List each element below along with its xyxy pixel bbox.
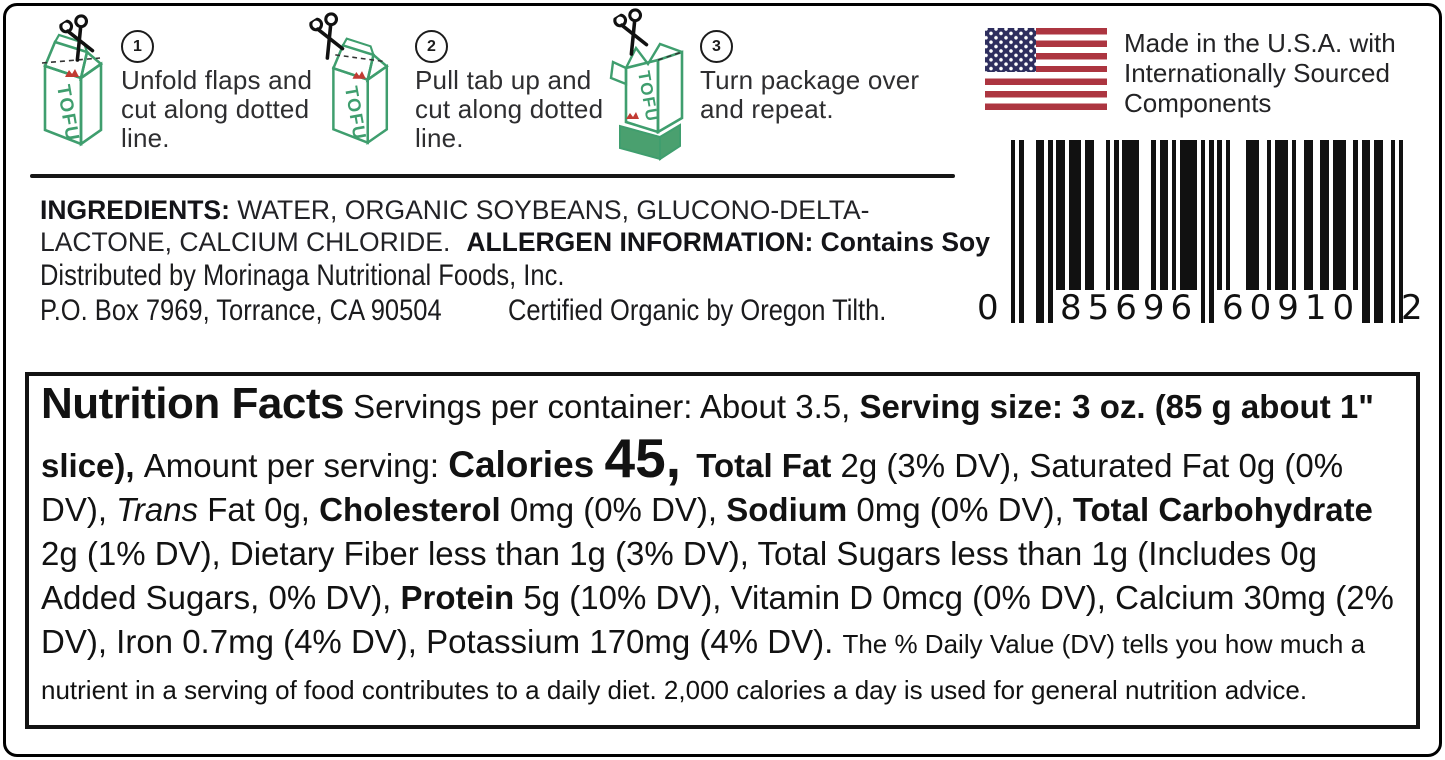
- tofu-carton-open-icon: TOFU: [609, 42, 684, 161]
- trans-fat-label: Trans: [116, 491, 199, 528]
- calories-label: Calories: [448, 444, 605, 485]
- step-text: Pull tab up and cut along dotted line.: [415, 65, 604, 153]
- tofu-carton-icon: TOFU: [331, 37, 389, 146]
- total-fat-label: Total Fat: [696, 447, 832, 484]
- scissors-icon: [309, 12, 345, 60]
- upc-barcode: 0 85696 60910 2: [975, 140, 1427, 335]
- calories-value: 45,: [604, 427, 697, 489]
- allergen-value: Contains Soy: [813, 227, 990, 257]
- step-number-badge: 3: [700, 30, 733, 63]
- servings-per-container: Servings per container: About 3.5,: [343, 388, 860, 425]
- barcode-digit-group: 85696: [1060, 288, 1199, 328]
- nutrition-title: Nutrition Facts: [41, 379, 344, 428]
- section-divider: [30, 174, 955, 178]
- nutrition-facts-panel: Nutrition Facts Servings per container: …: [25, 372, 1420, 729]
- nutrition-facts-text: Nutrition Facts Servings per container: …: [29, 376, 1416, 712]
- trans-fat-values: Fat 0g,: [198, 491, 320, 528]
- protein-label: Protein: [400, 579, 515, 616]
- step-number-badge: 2: [415, 30, 448, 63]
- cholesterol-label: Cholesterol: [319, 491, 501, 528]
- tofu-carton-icon: TOFU: [41, 33, 104, 147]
- total-fat-values: 2g (3% DV), Saturated Fat 0g (0% DV),: [41, 447, 1344, 528]
- barcode-bars: [1011, 140, 1404, 325]
- allergen-label: ALLERGEN INFORMATION:: [466, 227, 814, 257]
- distributor-line2: P.O. Box 7969, Torrance, CA 90504 Certifi…: [40, 293, 886, 328]
- sodium-label: Sodium: [726, 491, 848, 528]
- serving-size: Serving size: 3 oz. (85 g about 1" slice…: [41, 388, 1374, 484]
- ingredients-paragraph: INGREDIENTS: WATER, ORGANIC SOYBEANS, GL…: [40, 194, 990, 258]
- scissors-icon: [613, 8, 649, 56]
- step-text: Unfold flaps and cut along dotted line.: [121, 65, 313, 153]
- protein-values: 5g (10% DV), Vitamin D 0mcg (0% DV), Cal…: [41, 579, 1394, 660]
- scissors-icon: [59, 14, 95, 62]
- distributor-block: Distributed by Morinaga Nutritional Food…: [40, 258, 1036, 328]
- distributor-address: P.O. Box 7969, Torrance, CA 90504: [40, 294, 442, 327]
- ingredients-label: INGREDIENTS:: [40, 195, 230, 225]
- barcode-digit-group: 60910: [1222, 288, 1361, 328]
- barcode-digit: 0: [977, 288, 999, 328]
- daily-value-footnote: The % Daily Value (DV) tells you how muc…: [41, 629, 1366, 705]
- barcode-digit: 2: [1401, 288, 1423, 328]
- step-text: Turn package over and repeat.: [700, 65, 920, 124]
- amount-per-serving-label: Amount per serving:: [143, 447, 449, 484]
- ingredients-list: WATER, ORGANIC SOYBEANS, GLUCONO-DELTA-L…: [40, 195, 870, 257]
- cholesterol-values: 0mg (0% DV),: [500, 491, 727, 528]
- us-flag-icon: [985, 28, 1107, 110]
- origin-statement: Made in the U.S.A. with Internationally …: [1124, 28, 1396, 118]
- organic-certification: Certified Organic by Oregon Tilth.: [507, 294, 887, 327]
- distributor-line1: Distributed by Morinaga Nutritional Food…: [40, 259, 565, 292]
- step-number-badge: 1: [121, 30, 154, 63]
- carbohydrate-label: Total Carbohydrate: [1072, 491, 1373, 528]
- carbohydrate-values: 2g (1% DV), Dietary Fiber less than 1g (…: [41, 535, 1317, 616]
- sodium-values: 0mg (0% DV),: [847, 491, 1073, 528]
- flag-canton: [985, 28, 1036, 72]
